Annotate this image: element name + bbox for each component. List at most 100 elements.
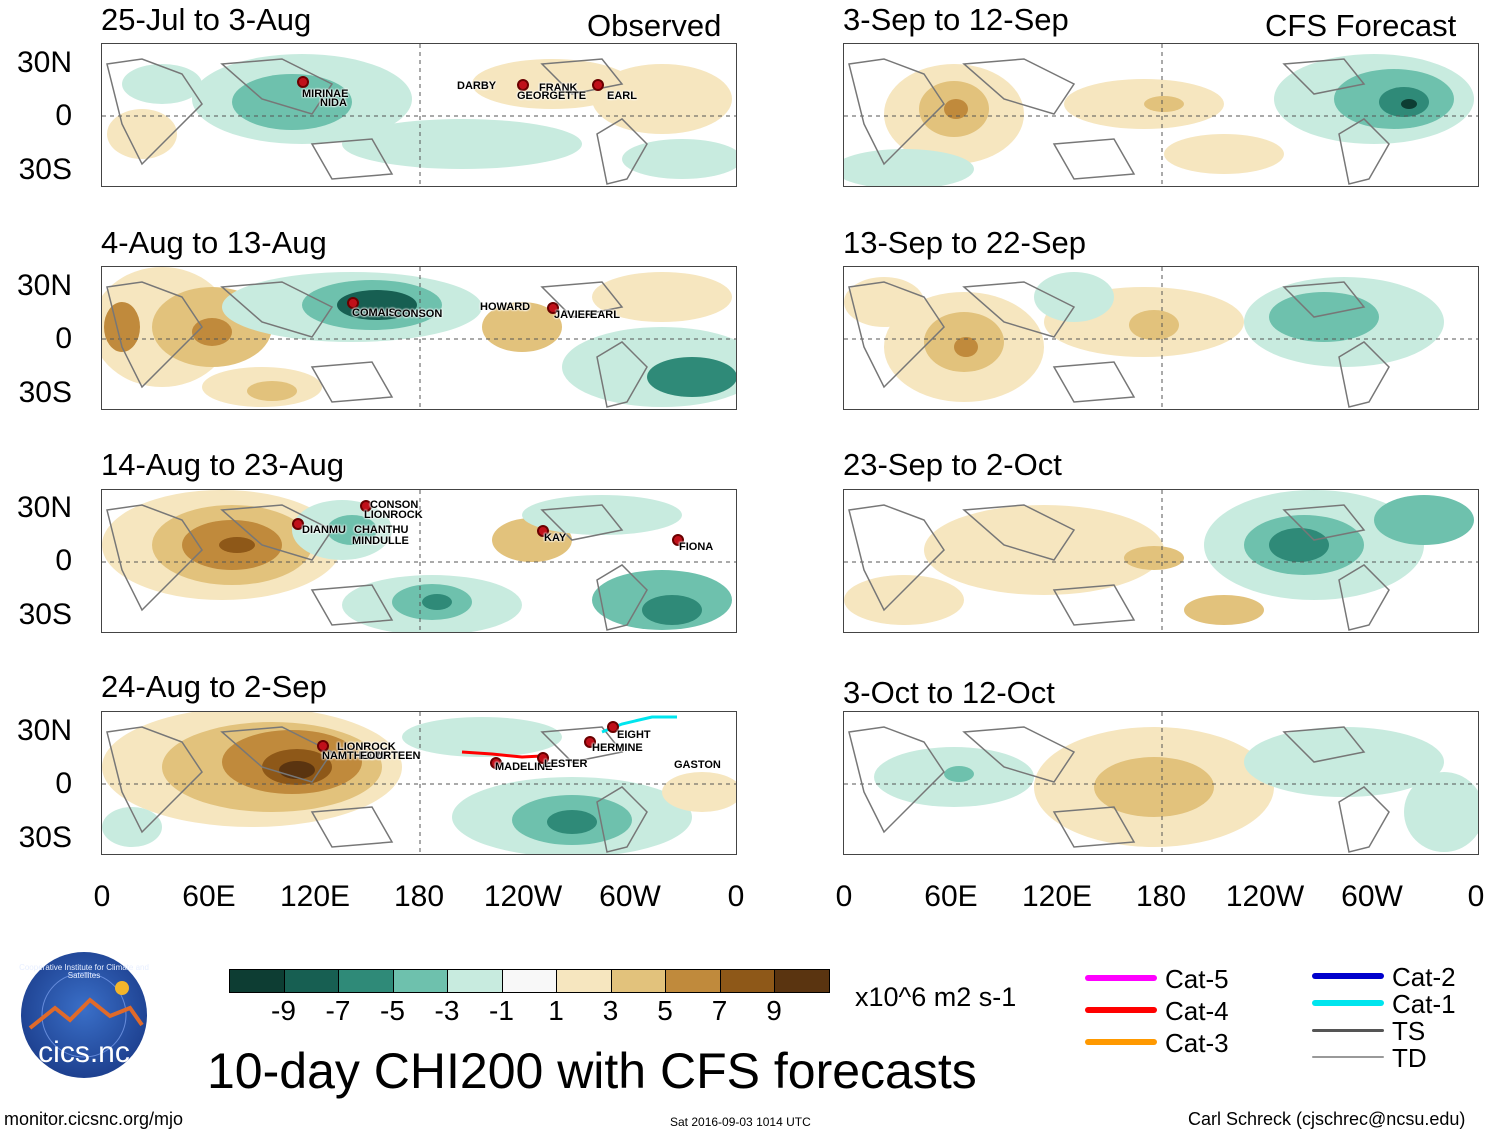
lon-label: 120W <box>1225 880 1305 913</box>
chi200-shading <box>844 44 1478 186</box>
panel-title-6: 13-Sep to 22-Sep <box>843 225 1087 260</box>
lon-label: 0 <box>835 880 853 913</box>
storm-label: HOWARD <box>480 301 531 313</box>
storm-label: COMAIS <box>352 307 396 319</box>
colorbar-tick-label: -1 <box>489 995 514 1026</box>
storm-label: EIGHT <box>617 729 651 741</box>
storm-icon <box>607 721 619 733</box>
legend-label-cat5: Cat-5 <box>1165 964 1229 994</box>
main-title: 10-day CHI200 with CFS forecasts <box>207 1043 977 1099</box>
panel-title-5: 3-Sep to 12-Sep <box>843 2 1069 37</box>
chi200-shading <box>844 267 1478 409</box>
colorbar-cell <box>229 969 285 993</box>
map-panel-forecast-3 <box>843 489 1479 633</box>
storm-label: LESTER <box>544 758 588 770</box>
storm-label: EARL <box>607 90 637 102</box>
storm-label: LIONROCK <box>364 509 423 521</box>
lat-label-30s: 30S <box>18 376 72 409</box>
panel-title-2: 4-Aug to 13-Aug <box>101 225 327 260</box>
storm-label: GASTON <box>674 759 721 771</box>
legend-swatch-cat4 <box>1085 1007 1157 1013</box>
forecast-label: CFS Forecast <box>1265 8 1457 43</box>
lon-label: 60E <box>182 880 236 913</box>
colorbar-tick-label: 3 <box>602 995 619 1026</box>
legend-label-td: TD <box>1392 1043 1427 1073</box>
storm-icon <box>490 757 502 769</box>
lon-label: 60W <box>599 880 661 913</box>
lon-label: 0 <box>1467 880 1485 913</box>
storm-label: JAVIER <box>554 309 593 321</box>
storm-label: FIONA <box>679 541 714 553</box>
legend-label-cat1: Cat-1 <box>1392 989 1456 1019</box>
lon-label: 120E <box>1021 880 1093 913</box>
lat-label-30s: 30S <box>18 598 72 631</box>
footer-timestamp: Sat 2016-09-03 1014 UTC <box>670 1115 811 1129</box>
map-panel-forecast-4 <box>843 711 1479 855</box>
legend-label-cat2: Cat-2 <box>1392 962 1456 992</box>
logo-text: cics.nc <box>38 1036 130 1069</box>
lon-label: 60W <box>1341 880 1403 913</box>
lat-label-eq: 0 <box>55 322 72 355</box>
colorbar-cell <box>338 969 394 993</box>
lon-label: 60E <box>924 880 978 913</box>
storm-label: GEORGETTE <box>517 90 587 102</box>
lat-label-30n: 30N <box>16 491 72 524</box>
chi200-shading <box>102 267 736 409</box>
colorbar-cell <box>501 969 557 993</box>
storm-label: CHANTHU <box>354 524 409 536</box>
lat-label-30n: 30N <box>16 269 72 302</box>
storm-icon <box>537 752 549 764</box>
map-panel-forecast-2 <box>843 266 1479 410</box>
storm-label: MINDULLE <box>352 535 409 547</box>
lat-label-30s: 30S <box>18 153 72 186</box>
storm-icon <box>547 302 559 314</box>
storm-icon <box>292 518 304 530</box>
storm-icon <box>347 297 359 309</box>
lon-label: 120W <box>483 880 563 913</box>
map-panel-observed-3: CONSON LIONROCK DIANMU CHANTHU MINDULLE … <box>101 489 737 633</box>
storm-label: MIRINAE <box>302 88 349 100</box>
legend-swatch-ts <box>1312 1029 1384 1032</box>
colorbar-tick-label: 5 <box>657 995 673 1026</box>
colorbar-units: x10^6 m2 s-1 <box>855 982 1017 1012</box>
colorbar-tick-label: -9 <box>271 995 296 1026</box>
legend-swatch-cat1 <box>1312 1000 1384 1006</box>
footer-url[interactable]: monitor.cicsnc.org/mjo <box>4 1109 184 1129</box>
lat-label-eq: 0 <box>55 767 72 800</box>
colorbar-cell <box>447 969 503 993</box>
storm-icon <box>360 500 372 512</box>
storm-icon <box>537 525 549 537</box>
lat-label-eq: 0 <box>55 99 72 132</box>
panel-title-4: 24-Aug to 2-Sep <box>101 669 327 704</box>
storm-label: MADELINE <box>495 761 553 773</box>
cics-logo: Cooperative Institute for Climate and Sa… <box>10 950 158 1080</box>
storm-icon <box>317 740 329 752</box>
storm-label: NIDA <box>320 97 347 109</box>
storm-label: KAY <box>544 532 567 544</box>
map-panel-observed-1: MIRINAE NIDA DARBY FRANK GEORGETTE EARL <box>101 43 737 187</box>
storm-label: NAMTHEUN <box>322 750 385 762</box>
lat-label-eq: 0 <box>55 544 72 577</box>
lon-label: 0 <box>93 880 111 913</box>
storm-label: DARBY <box>457 80 497 92</box>
storm-label: EARL <box>590 309 620 321</box>
legend-swatch-cat3 <box>1085 1039 1157 1045</box>
colorbar-cell <box>610 969 666 993</box>
lat-label-30n: 30N <box>16 714 72 747</box>
colorbar-tick-label: -7 <box>325 995 351 1026</box>
map-panel-observed-4: LIONROCK NAMTHEUN FOURTEEN MADELINE LEST… <box>101 711 737 855</box>
storm-icon <box>584 736 596 748</box>
legend-label-ts: TS <box>1392 1016 1426 1046</box>
colorbar-tick-label: -3 <box>434 995 460 1026</box>
colorbar-tick-label: 9 <box>766 995 782 1026</box>
chi200-shading <box>102 490 736 632</box>
legend-swatch-td <box>1312 1056 1384 1058</box>
chi200-shading <box>844 490 1478 632</box>
colorbar-cell <box>283 969 339 993</box>
footer-author: Carl Schreck (cjschrec@ncsu.edu) <box>1188 1109 1466 1129</box>
map-panel-observed-2: COMAIS CONSON HOWARD JAVIER EARL <box>101 266 737 410</box>
storm-label: LIONROCK <box>337 741 396 753</box>
legend-swatch-cat5 <box>1085 975 1157 981</box>
legend-swatch-cat2 <box>1312 973 1384 979</box>
lat-label-30s: 30S <box>18 821 72 854</box>
